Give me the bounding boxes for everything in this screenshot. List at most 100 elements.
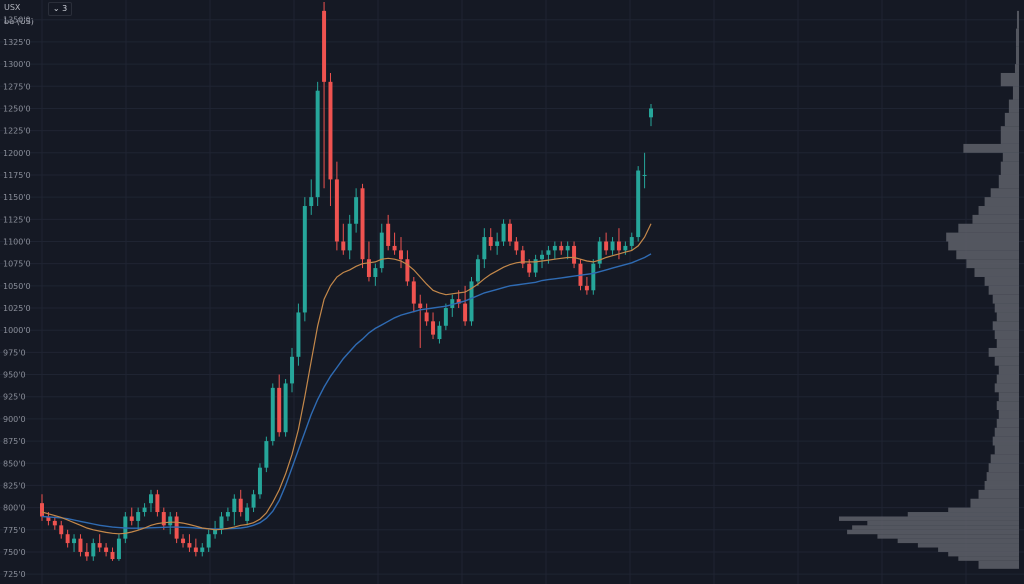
candle-up — [495, 241, 500, 246]
volume-profile — [839, 10, 1019, 569]
candle-up — [629, 237, 634, 246]
y-tick-label: 850'0 — [3, 459, 26, 468]
volume-profile-bar — [988, 347, 1019, 357]
candle-up — [475, 259, 480, 282]
candle-up — [283, 383, 288, 433]
candle-down — [322, 10, 327, 82]
volume-profile-bar — [877, 534, 1019, 539]
volume-profile-bar — [946, 232, 1019, 242]
candle-down — [52, 520, 57, 526]
y-tick-label: 1300'0 — [3, 60, 31, 69]
candle-up — [636, 170, 641, 238]
candle-up — [232, 498, 237, 513]
candle-up — [213, 529, 218, 535]
candle-down — [84, 551, 89, 557]
candle-down — [46, 516, 51, 521]
volume-profile-bar — [972, 214, 1019, 224]
volume-profile-bar — [1000, 72, 1019, 87]
candle-up — [610, 241, 615, 251]
volume-profile-bar — [996, 339, 1019, 348]
y-axis: 1350'0 1325'0 1300'0 1275'0 1250'0 1225'0 1200… — [3, 16, 31, 579]
candle-up — [540, 254, 545, 260]
candle-down — [520, 250, 525, 264]
volume-profile-bar — [958, 223, 1019, 233]
timeframe-button[interactable]: ⌄ 3 — [48, 2, 72, 16]
candles — [40, 2, 653, 561]
volume-profile-bar — [996, 312, 1019, 322]
candle-up — [72, 538, 77, 544]
timeframe-value: 3 — [62, 4, 68, 13]
volume-profile-bar — [1014, 64, 1019, 73]
symbol-label[interactable]: USX — [4, 3, 21, 12]
candle-down — [65, 534, 70, 544]
candle-up — [552, 245, 557, 251]
candle-up — [642, 174, 647, 176]
volume-profile-bar — [1000, 126, 1019, 144]
volume-profile-bar — [984, 197, 1019, 207]
candle-up — [270, 387, 275, 442]
volume-profile-bar — [1015, 46, 1019, 65]
y-tick-label: 1275'0 — [3, 82, 31, 91]
candle-down — [431, 321, 436, 335]
candle-up — [219, 516, 224, 530]
candle-up — [148, 494, 153, 504]
volume-profile-bar — [988, 285, 1019, 295]
volume-profile-bar — [1008, 99, 1019, 113]
moving-averages — [41, 223, 652, 535]
candle-down — [527, 263, 532, 273]
volume-profile-bar — [992, 321, 1019, 331]
candle-down — [129, 516, 134, 521]
candle-up — [354, 197, 359, 224]
candle-up — [437, 325, 442, 340]
y-tick-label: 950'0 — [3, 371, 26, 380]
candle-up — [597, 241, 602, 264]
candle-up — [649, 108, 653, 118]
volume-profile-bar — [998, 410, 1019, 419]
volume-profile-bar — [978, 206, 1019, 215]
y-tick-label: 1100'0 — [3, 237, 31, 246]
candle-up — [501, 223, 506, 242]
candle-up — [264, 441, 269, 468]
candle-up — [200, 547, 205, 552]
y-tick-label: 1000'0 — [3, 326, 31, 335]
candle-up — [245, 507, 250, 521]
y-tick-label: 775'0 — [3, 526, 26, 535]
y-tick-label: 1350'0 — [3, 16, 31, 25]
volume-profile-bar — [992, 294, 1019, 304]
y-tick-label: 875'0 — [3, 437, 26, 446]
candle-up — [136, 512, 141, 521]
volume-profile-bar — [978, 560, 1019, 569]
sub-symbol-label[interactable]: bu (US) — [4, 17, 34, 26]
candle-up — [623, 245, 628, 251]
candle-up — [469, 281, 474, 322]
volume-profile-bar — [907, 512, 1019, 517]
volume-profile-bar — [1015, 28, 1019, 47]
candle-down — [418, 303, 423, 309]
y-tick-label: 1075'0 — [3, 260, 31, 269]
candle-up — [206, 534, 211, 548]
candle-down — [424, 312, 429, 322]
volume-profile-bar — [996, 401, 1019, 411]
candle-down — [488, 237, 493, 246]
candle-down — [97, 543, 102, 548]
candle-down — [411, 281, 416, 304]
candle-up — [168, 516, 173, 526]
y-tick-label: 1150'0 — [3, 193, 31, 202]
volume-profile-bar — [984, 276, 1019, 286]
volume-profile-bar — [992, 436, 1019, 446]
volume-profile-bar — [948, 551, 1019, 557]
volume-profile-bar — [996, 418, 1019, 428]
candle-down — [155, 494, 160, 513]
candle-down — [181, 538, 186, 544]
volume-profile-bar — [994, 330, 1019, 340]
volume-profile-bar — [847, 529, 1019, 535]
volume-profile-bar — [986, 472, 1019, 481]
volume-profile-bar — [994, 356, 1019, 366]
y-tick-label: 900'0 — [3, 415, 26, 424]
candle-up — [591, 263, 596, 291]
volume-profile-bar — [994, 303, 1019, 313]
volume-profile-bar — [948, 507, 1019, 513]
candle-up — [251, 494, 256, 508]
candle-down — [366, 259, 371, 277]
